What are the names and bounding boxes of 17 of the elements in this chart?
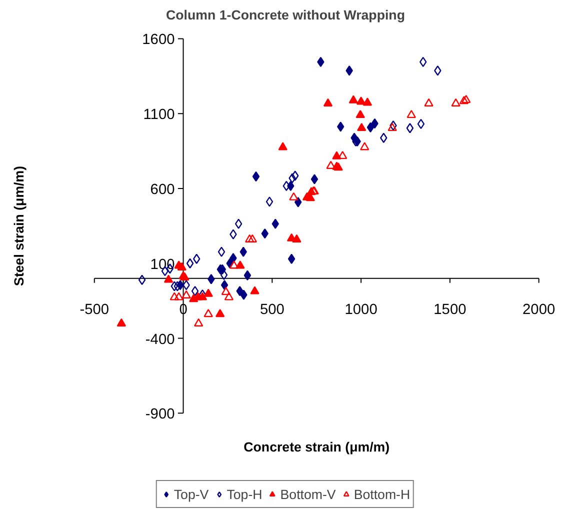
x-axis-title: Concrete strain (μm/m) (244, 439, 390, 454)
chart-title: Column 1-Concrete without Wrapping (166, 8, 405, 22)
x-tick-label: 1000 (344, 302, 378, 318)
legend-label: Bottom-H (354, 486, 410, 502)
y-tick-label: 1600 (142, 32, 175, 48)
y-tick-label: -900 (145, 406, 175, 423)
y-axis-title: Steel strain (μm/m) (11, 166, 26, 286)
legend-label: Top-H (226, 486, 262, 502)
y-tick-label: 600 (150, 182, 175, 198)
y-tick-label: 1100 (143, 107, 175, 124)
x-tick-label: 2000 (522, 302, 556, 318)
y-tick-label: -400 (145, 332, 175, 348)
legend-label: Top-V (174, 486, 209, 502)
x-tick-label: -500 (80, 302, 110, 318)
x-tick-label: 500 (260, 302, 284, 318)
x-tick-label: 1500 (434, 302, 466, 318)
legend-label: Bottom-V (280, 486, 336, 502)
